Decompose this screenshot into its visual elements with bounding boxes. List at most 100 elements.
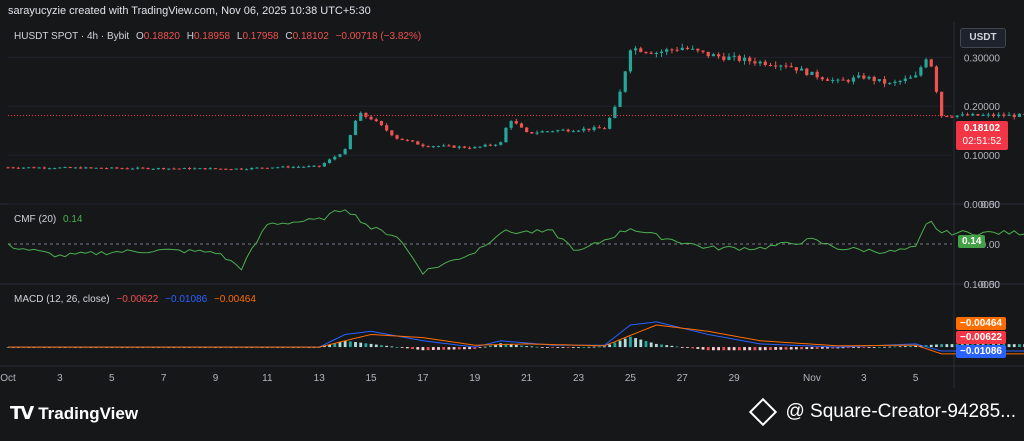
- candle-body: [960, 114, 964, 116]
- binance-icon: [749, 397, 778, 427]
- chart-area[interactable]: 0.00000 0.10000 0.20000 0.30000 0.50 0.00 -0.5…: [0, 22, 1024, 388]
- macd-histogram-bar: [561, 347, 565, 348]
- candle-body: [364, 112, 368, 117]
- candle-body: [639, 48, 643, 53]
- macd-histogram-bar: [514, 344, 518, 348]
- candle-body: [130, 168, 135, 170]
- candle-body: [903, 78, 907, 81]
- candle-body: [825, 79, 830, 81]
- candle-body: [359, 112, 363, 121]
- time-axis-label: 5: [913, 373, 919, 384]
- candle-body: [426, 146, 430, 148]
- macd-histogram-bar: [852, 347, 855, 348]
- cmf-tick-label: 0.50: [981, 200, 1001, 211]
- time-axis-label: 3: [861, 373, 867, 384]
- macd-histogram-bar: [805, 347, 809, 350]
- macd-histogram-bar: [769, 347, 772, 350]
- macd-histogram-bar: [654, 343, 658, 348]
- macd-histogram-bar: [390, 346, 394, 348]
- price-badge-price: 0.18102: [963, 123, 1001, 134]
- candle-body: [628, 50, 633, 72]
- tradingview-logo[interactable]: TV TradingView: [10, 403, 138, 424]
- candle-body: [410, 140, 415, 142]
- macd-histogram-bar: [1018, 344, 1021, 348]
- header-credit: sarayucyzie created with TradingView.com…: [8, 5, 371, 17]
- cmf-tick-label: -0.50: [977, 280, 1000, 291]
- footer-bar: TV TradingView @ Square-Creator-94285...: [0, 388, 1024, 441]
- macd-histogram-bar: [457, 347, 461, 350]
- macd-histogram-bar: [385, 345, 389, 348]
- candle-body: [125, 168, 129, 170]
- candle-body: [857, 75, 861, 78]
- candle-body: [1012, 114, 1016, 117]
- candle-body: [431, 146, 435, 148]
- macd-histogram-bar: [846, 347, 850, 349]
- candle-body: [244, 169, 249, 171]
- candle-body: [763, 61, 767, 66]
- candle-body: [187, 167, 192, 170]
- candle-body: [530, 132, 534, 134]
- macd-histogram-bar: [343, 340, 347, 348]
- high-label: H: [186, 31, 194, 42]
- candle-body: [789, 66, 793, 68]
- time-axis-label: 15: [366, 373, 378, 384]
- tradingview-logo-icon: TV: [10, 403, 34, 424]
- macd-histogram-bar: [909, 345, 912, 348]
- candle-body: [836, 79, 840, 81]
- macd-histogram-bar: [608, 344, 612, 348]
- candle-body: [167, 168, 171, 170]
- price-tick-label: 0.00000: [964, 200, 1001, 211]
- macd-histogram-bar: [421, 347, 425, 351]
- price-badge-countdown: 02:51:52: [962, 136, 1002, 147]
- close-value: 0.18102: [292, 31, 329, 42]
- candle-body: [276, 167, 280, 169]
- time-axis-label: 17: [417, 373, 429, 384]
- candle-body: [525, 127, 529, 133]
- candle-body: [353, 120, 358, 136]
- macd-histogram-bar: [841, 347, 845, 349]
- macd-histogram-bar: [447, 347, 451, 350]
- candle-body: [156, 168, 161, 170]
- candle-body: [799, 68, 804, 71]
- macd-histogram-bar: [826, 347, 829, 349]
- candle-body: [774, 65, 778, 67]
- macd-histogram-bar: [660, 344, 663, 348]
- macd-histogram-bar: [644, 341, 648, 348]
- candle-body: [851, 77, 856, 82]
- macd-histogram-bar: [442, 347, 446, 350]
- macd-histogram-bar: [737, 347, 741, 351]
- cmf-line: [7, 209, 1024, 276]
- currency-button[interactable]: USDT: [960, 28, 1006, 48]
- macd-histogram-bar: [483, 346, 487, 348]
- macd-signal-badge: −0.01086: [956, 345, 1006, 358]
- candle-body: [21, 167, 26, 169]
- macd-value: −0.00622: [116, 294, 159, 305]
- candle-body: [229, 169, 233, 171]
- macd-histogram-bar: [509, 344, 513, 348]
- candle-body: [582, 128, 586, 131]
- macd-histogram-bar: [426, 347, 430, 351]
- macd-histogram-bar: [888, 346, 892, 348]
- macd-histogram-bar: [416, 347, 420, 350]
- macd-histogram-bar: [577, 347, 580, 348]
- macd-histogram-bar: [395, 347, 399, 348]
- candle-body: [716, 54, 721, 57]
- macd-histogram-bar: [328, 344, 331, 348]
- candle-body: [659, 51, 664, 53]
- candle-body: [908, 77, 913, 79]
- candle-body: [348, 135, 352, 150]
- candle-body: [193, 168, 197, 170]
- candle-body: [493, 144, 498, 146]
- macd-hist-badge: −0.00464: [956, 317, 1006, 330]
- candle-body: [519, 123, 524, 128]
- macd-histogram-bar: [774, 347, 778, 350]
- candle-body: [260, 167, 264, 169]
- macd-histogram-bar: [499, 343, 503, 348]
- candle-body: [737, 55, 741, 61]
- price-tick-label: 0.20000: [964, 102, 1001, 113]
- macd-histogram-bar: [810, 347, 814, 349]
- candle-body: [815, 71, 819, 78]
- macd-histogram-bar: [411, 347, 414, 349]
- candle-body: [831, 79, 835, 81]
- macd-histogram-bar: [763, 347, 767, 351]
